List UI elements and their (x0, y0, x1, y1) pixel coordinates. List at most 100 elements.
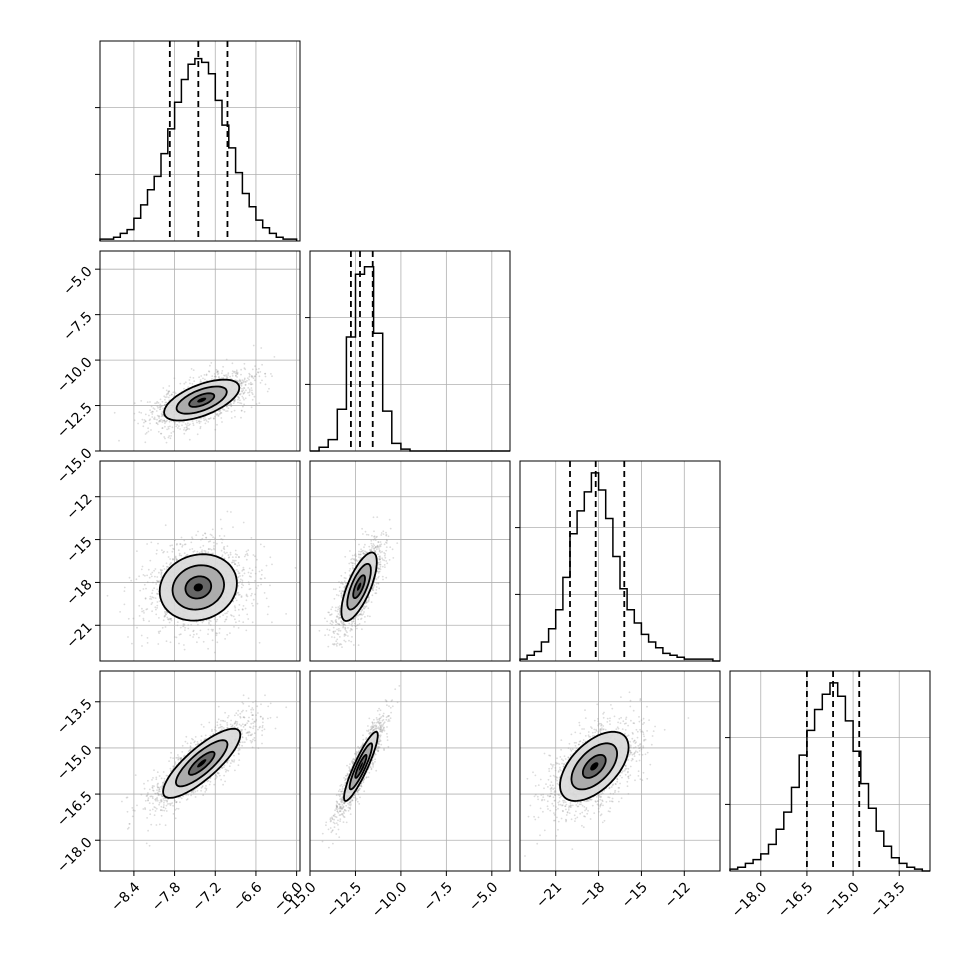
sample-point (144, 433, 147, 435)
sample-point (233, 399, 236, 402)
sample-point (157, 580, 160, 583)
sample-point (379, 565, 382, 568)
sample-point (244, 383, 247, 386)
sample-point (357, 644, 360, 646)
sample-point (336, 628, 338, 631)
sample-point (216, 370, 219, 373)
sample-point (215, 634, 218, 637)
sample-point (171, 426, 174, 429)
sample-point (350, 561, 353, 564)
sample-point (204, 550, 207, 553)
sample-point (379, 541, 382, 543)
sample-point (174, 555, 177, 558)
sample-point (161, 427, 164, 429)
sample-point (264, 372, 266, 375)
sample-point (385, 546, 388, 548)
sample-point (243, 391, 246, 394)
sample-point (248, 394, 251, 397)
sample-point (147, 568, 150, 571)
sample-point (380, 532, 383, 534)
sample-point (177, 807, 180, 810)
sample-point (234, 609, 237, 612)
sample-point (244, 728, 247, 731)
sample-point (236, 565, 239, 567)
sample-point (352, 567, 354, 570)
sample-point (224, 768, 227, 771)
sample-point (214, 616, 217, 618)
sample-point (240, 595, 243, 597)
sample-point (164, 437, 166, 440)
sample-point (258, 375, 261, 378)
sample-point (245, 389, 247, 392)
sample-point (377, 541, 380, 543)
sample-point (209, 533, 212, 536)
sample-point (186, 424, 189, 426)
sample-point (383, 552, 385, 554)
sample-point (251, 393, 254, 396)
sample-point (349, 568, 351, 570)
sample-point (214, 537, 216, 539)
sample-point (204, 551, 207, 554)
sample-point (146, 543, 149, 545)
sample-point (355, 559, 358, 562)
sample-point (143, 583, 146, 586)
sample-point (173, 377, 176, 380)
sample-point (250, 741, 253, 744)
sample-point (164, 420, 167, 423)
sample-point (236, 376, 239, 378)
sample-point (244, 384, 247, 386)
sample-point (188, 438, 191, 441)
sample-point (376, 535, 378, 538)
sample-point (235, 599, 238, 602)
sample-point (230, 403, 232, 406)
sample-point (340, 643, 343, 646)
sample-point (367, 596, 370, 599)
sample-point (335, 621, 337, 623)
sample-point (377, 541, 380, 544)
sample-point (144, 420, 147, 423)
sample-point (379, 555, 381, 558)
sample-point (243, 387, 246, 389)
sample-point (157, 401, 160, 404)
sample-point (160, 413, 163, 415)
sample-point (354, 553, 357, 556)
sample-point (377, 546, 379, 549)
sample-point (258, 367, 260, 370)
sample-point (244, 397, 247, 400)
histogram-step-line (729, 682, 930, 872)
sample-point (215, 620, 218, 623)
sample-point (379, 563, 382, 566)
sample-point (178, 554, 181, 557)
sample-point (156, 549, 158, 552)
sample-point (123, 586, 126, 589)
sample-point (190, 742, 192, 745)
sample-point (338, 623, 340, 625)
sample-point (184, 543, 187, 546)
sample-point (373, 548, 375, 550)
sample-point (198, 422, 201, 424)
sample-point (133, 412, 136, 415)
sample-point (348, 574, 351, 577)
sample-point (177, 427, 179, 429)
sample-point (230, 614, 232, 616)
sample-point (184, 423, 187, 425)
sample-point (246, 613, 249, 616)
sample-point (161, 626, 164, 629)
sample-point (331, 623, 333, 626)
sample-point (141, 418, 144, 421)
sample-point (245, 599, 248, 602)
sample-point (173, 548, 175, 551)
sample-point (339, 605, 341, 607)
sample-point (218, 627, 221, 630)
sample-point (351, 625, 354, 627)
sample-point (221, 370, 224, 372)
sample-point (343, 639, 346, 642)
sample-point (208, 370, 210, 373)
sample-point (237, 380, 239, 382)
sample-point (170, 393, 173, 396)
sample-point (175, 558, 178, 561)
sample-point (165, 774, 168, 777)
sample-point (244, 368, 247, 371)
sample-point (250, 387, 253, 389)
sample-point (152, 410, 154, 413)
